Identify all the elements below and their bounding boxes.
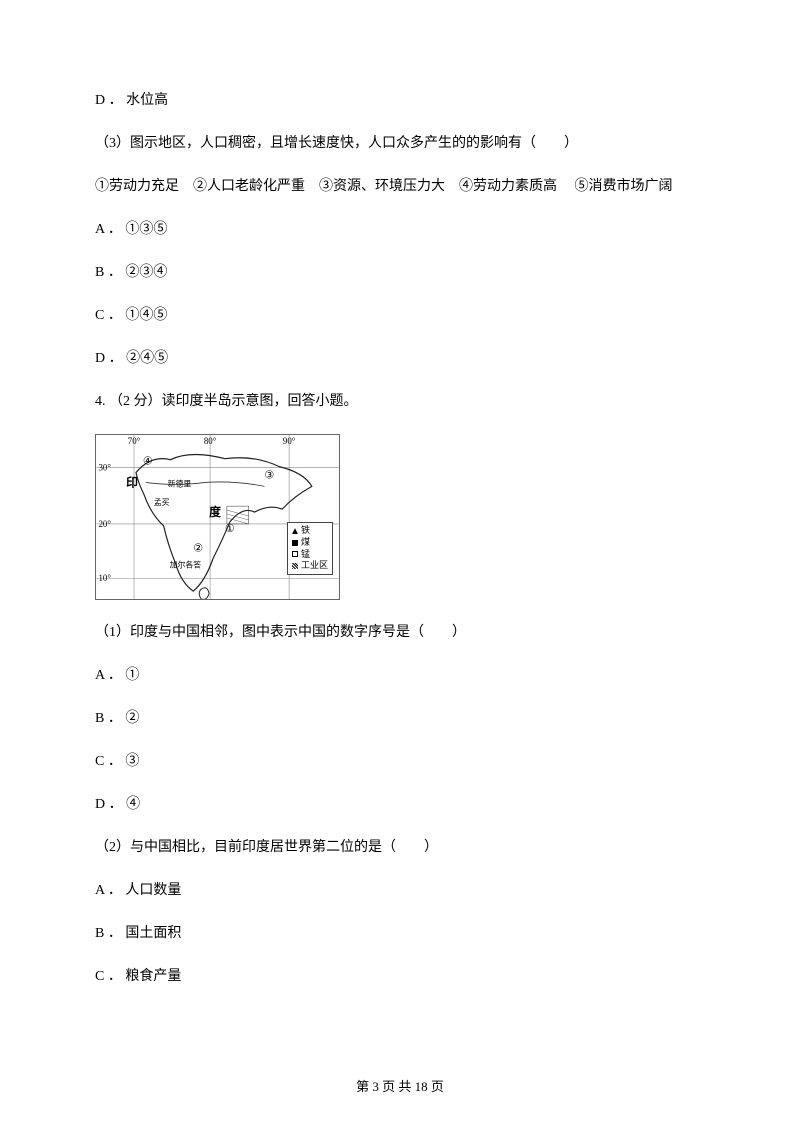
india-label-1: 印 bbox=[126, 475, 138, 489]
legend-coal: 煤 bbox=[301, 537, 310, 549]
city-delhi: 新德里 bbox=[168, 478, 192, 488]
marker-1: ① bbox=[225, 523, 235, 535]
lon-70-label: 70° bbox=[128, 436, 141, 446]
q3-sub3-option-b: B ． ②③④ bbox=[95, 262, 705, 283]
q4-stem: 4. （2 分）读印度半岛示意图，回答小题。 bbox=[95, 391, 705, 412]
page-footer: 第 3 页 共 18 页 bbox=[0, 1077, 800, 1097]
legend-industry: 工业区 bbox=[301, 560, 328, 572]
q4-sub2-option-b: B ． 国土面积 bbox=[95, 923, 705, 944]
lat-20-label: 20° bbox=[98, 519, 111, 529]
map-legend: 铁 煤 锰 工业区 bbox=[287, 522, 333, 575]
q4-sub2-stem: （2）与中国相比，目前印度居世界第二位的是（ ） bbox=[95, 837, 705, 858]
india-peninsula-map: 70° 80° 90° 30° 20° 10° ④ ③ ② ① 印 度 新德里 … bbox=[95, 434, 340, 600]
q3-sub3-option-d: D ． ②④⑤ bbox=[95, 348, 705, 369]
q4-sub2-option-a: A ． 人口数量 bbox=[95, 880, 705, 901]
q4-sub1-option-d: D ． ④ bbox=[95, 794, 705, 815]
marker-2: ② bbox=[193, 543, 203, 555]
q4-sub1-option-b: B ． ② bbox=[95, 708, 705, 729]
lat-10-label: 10° bbox=[98, 573, 111, 583]
lat-30-label: 30° bbox=[98, 463, 111, 473]
q4-sub1-stem: （1）印度与中国相邻，图中表示中国的数字序号是（ ） bbox=[95, 622, 705, 643]
q3-sub3-option-c: C ． ①④⑤ bbox=[95, 305, 705, 326]
legend-iron: 铁 bbox=[301, 525, 310, 537]
lon-90-label: 90° bbox=[283, 436, 296, 446]
q4-sub1-option-a: A ． ① bbox=[95, 665, 705, 686]
india-label-2: 度 bbox=[209, 505, 221, 519]
q4-sub2-option-c: C ． 粮食产量 bbox=[95, 966, 705, 987]
marker-3: ③ bbox=[264, 469, 274, 481]
q3-sub3-option-a: A ． ①③⑤ bbox=[95, 219, 705, 240]
q3-option-d: D ． 水位高 bbox=[95, 90, 705, 111]
q3-sub3-stem: （3）图示地区，人口稠密，且增长速度快，人口众多产生的的影响有（ ） bbox=[95, 133, 705, 154]
city-kolkata: 孟买 bbox=[154, 497, 170, 507]
q3-sub3-conditions: ①劳动力充足 ②人口老龄化严重 ③资源、环境压力大 ④劳动力素质高 ⑤消费市场广… bbox=[95, 176, 705, 197]
marker-4: ④ bbox=[143, 456, 153, 468]
lon-80-label: 80° bbox=[204, 436, 217, 446]
q4-sub1-option-c: C ． ③ bbox=[95, 751, 705, 772]
legend-mn: 锰 bbox=[301, 549, 310, 561]
city-mumbai: 加尔各答 bbox=[170, 559, 202, 569]
